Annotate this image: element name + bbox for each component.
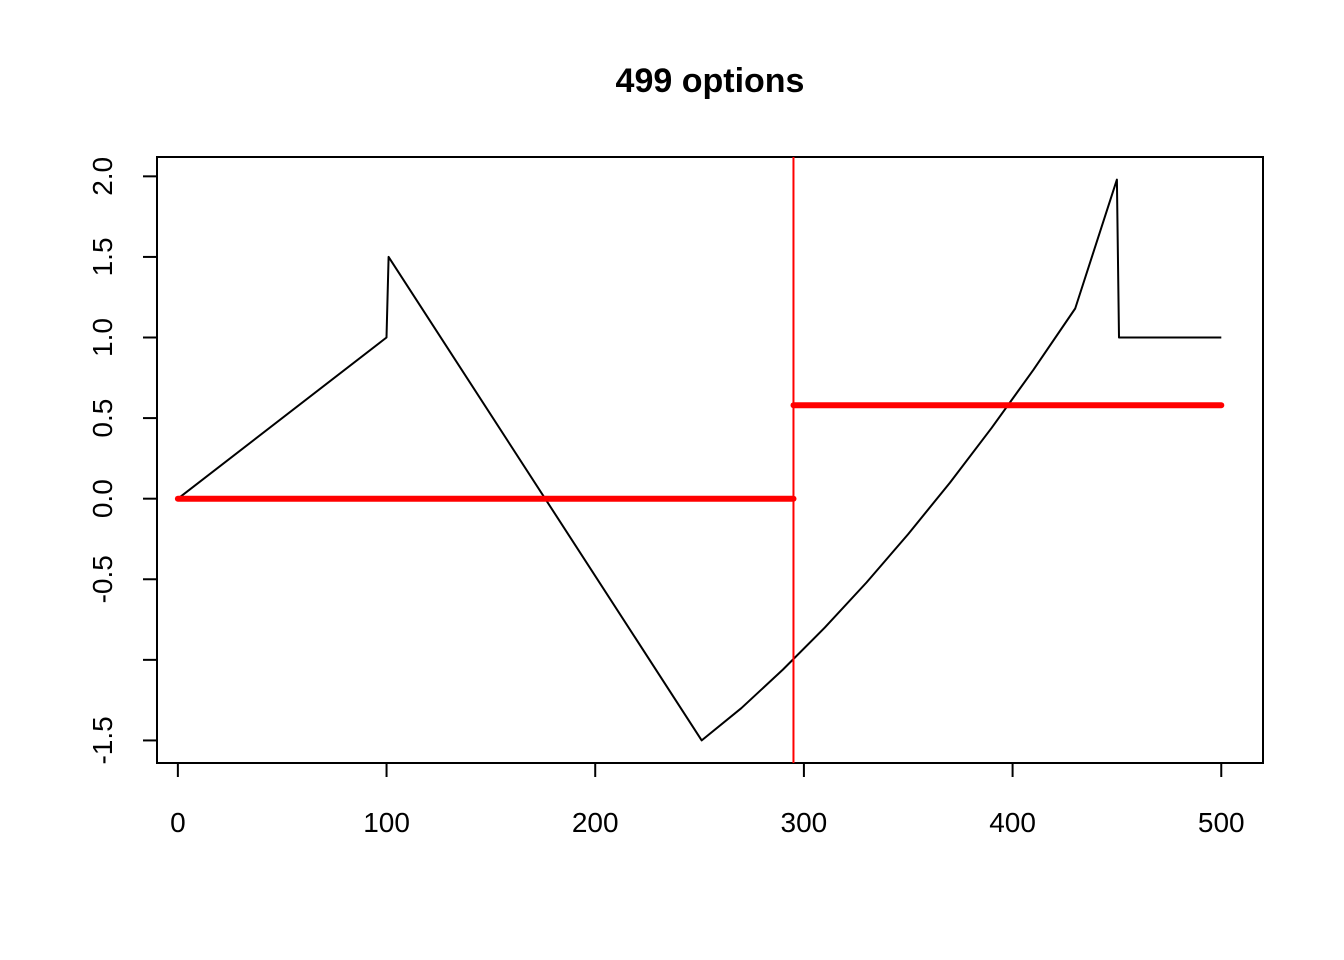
plot-frame [156,156,1264,764]
y-tick-label: 0.5 [87,399,118,438]
y-tick-label: -0.5 [87,555,118,603]
x-tick-label: 200 [572,807,619,838]
y-tick-label: -1.5 [87,716,118,764]
y-tick-label: 1.0 [87,318,118,357]
y-tick-label: 1.5 [87,237,118,276]
x-axis: 0 100 200 300 400 500 [170,762,1245,838]
black-series-line [177,178,1222,742]
x-tick-label: 300 [781,807,828,838]
y-tick-label: 2.0 [87,157,118,196]
y-tick-label: 0.0 [87,479,118,518]
x-tick-label: 0 [170,807,186,838]
x-tick-label: 100 [363,807,410,838]
plot-area [174,157,1225,763]
x-tick-label: 400 [989,807,1036,838]
x-tick-label: 500 [1198,807,1245,838]
chart-title: 499 options [616,62,805,100]
y-axis: -1.5 -0.5 0.0 0.5 1.0 1.5 2.0 [87,157,158,765]
